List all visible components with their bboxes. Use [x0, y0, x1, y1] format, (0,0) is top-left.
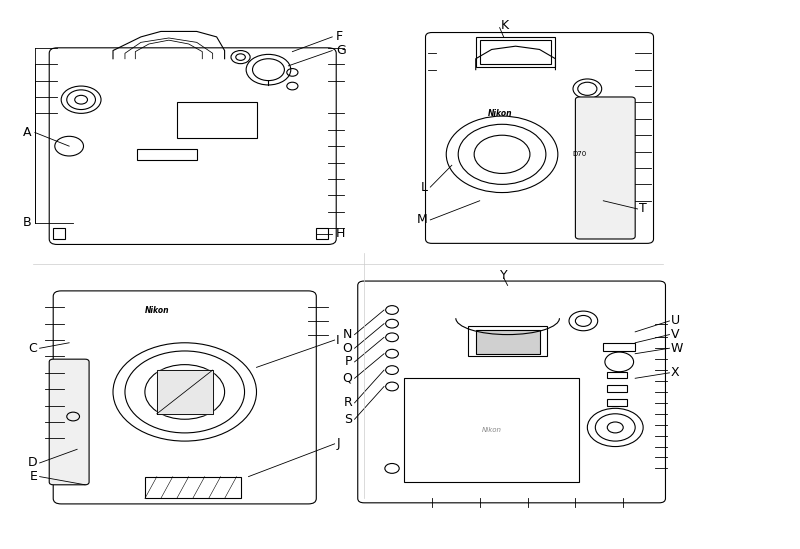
FancyBboxPatch shape	[358, 281, 666, 503]
Text: I: I	[336, 334, 340, 346]
FancyBboxPatch shape	[575, 97, 635, 239]
Bar	[607, 385, 627, 392]
Text: Y: Y	[500, 269, 507, 282]
Text: Q: Q	[342, 372, 352, 385]
Bar	[603, 343, 635, 351]
Bar	[54, 228, 65, 239]
Text: N: N	[342, 328, 352, 341]
Text: A: A	[23, 126, 32, 139]
Text: F: F	[336, 30, 343, 43]
Bar	[177, 103, 257, 138]
Text: R: R	[343, 396, 352, 410]
Bar	[404, 378, 579, 482]
FancyBboxPatch shape	[50, 48, 336, 244]
Text: E: E	[30, 470, 38, 483]
Text: Nikon: Nikon	[145, 305, 169, 315]
Bar	[145, 477, 241, 498]
Text: D: D	[28, 456, 38, 469]
Bar	[607, 399, 627, 406]
Text: H: H	[336, 227, 346, 240]
Text: K: K	[502, 19, 510, 32]
Text: W: W	[671, 341, 683, 355]
Text: C: C	[29, 341, 38, 355]
Bar	[476, 330, 539, 354]
FancyBboxPatch shape	[54, 291, 316, 504]
Polygon shape	[157, 370, 213, 414]
Bar	[480, 40, 551, 64]
Bar	[137, 149, 197, 160]
Bar	[607, 372, 627, 378]
Text: S: S	[344, 413, 352, 425]
Text: L: L	[421, 181, 428, 194]
Text: T: T	[639, 203, 647, 215]
Bar	[468, 327, 547, 356]
FancyBboxPatch shape	[426, 32, 654, 243]
Text: V: V	[671, 328, 679, 341]
Text: G: G	[336, 44, 346, 57]
Text: Nikon: Nikon	[482, 427, 502, 433]
Text: Nikon: Nikon	[487, 109, 512, 118]
Bar	[316, 228, 328, 239]
Bar	[476, 37, 555, 67]
Text: P: P	[345, 355, 352, 368]
Text: U: U	[671, 315, 680, 327]
Text: X: X	[671, 366, 680, 379]
Text: O: O	[342, 341, 352, 355]
Text: B: B	[23, 216, 32, 229]
Text: M: M	[417, 214, 428, 226]
Text: J: J	[336, 438, 340, 450]
Text: D70: D70	[572, 152, 586, 158]
FancyBboxPatch shape	[50, 359, 89, 485]
